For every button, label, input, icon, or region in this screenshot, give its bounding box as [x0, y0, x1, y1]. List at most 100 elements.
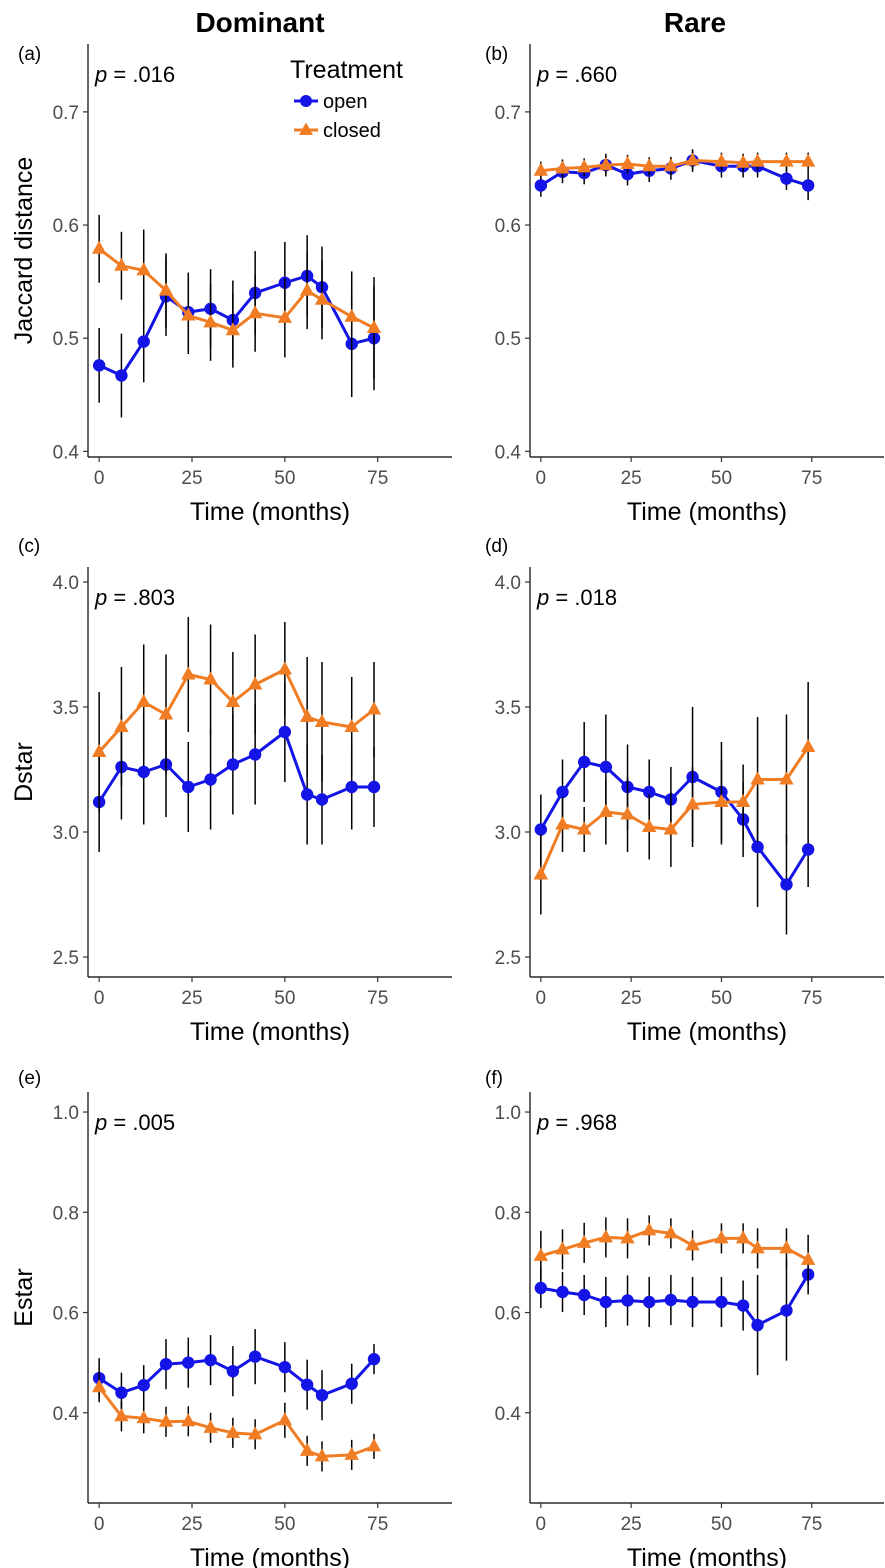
data-point: [533, 866, 549, 880]
data-point: [345, 1377, 358, 1390]
panel-b: (b) 0.4 0.5 0.6 0.7 0 25 50 75 Time (months) p = .…: [485, 44, 884, 526]
data-point: [750, 771, 765, 785]
p-value: = .005: [107, 1110, 175, 1135]
data-point: [576, 821, 592, 835]
data-point: [534, 1281, 548, 1295]
data-point: [136, 262, 151, 276]
x-tick-label: 50: [274, 468, 295, 489]
legend-entry-open: open: [294, 91, 368, 113]
data-point: [314, 714, 330, 727]
data-point: [114, 719, 129, 732]
data-point: [576, 1234, 592, 1248]
data-point: [225, 1424, 241, 1438]
data-point: [750, 1240, 765, 1254]
x-tick-label: 0: [536, 468, 547, 489]
data-point: [556, 1285, 569, 1299]
data-point: [751, 840, 764, 854]
data-point: [277, 1412, 293, 1426]
y-tick-label: 1.0: [53, 1103, 79, 1124]
panel-label: (e): [18, 1068, 41, 1089]
series-closed: [533, 682, 816, 915]
data-point: [344, 719, 359, 732]
data-point: [779, 771, 794, 785]
data-point: [277, 661, 293, 675]
data-point: [686, 1295, 699, 1309]
x-axis-title: Time (months): [190, 1544, 350, 1568]
data-point: [114, 1408, 129, 1422]
data-point: [663, 821, 679, 835]
data-point: [137, 1379, 150, 1392]
data-point: [248, 1350, 262, 1363]
y-tick-label: 0.5: [53, 329, 79, 350]
data-point: [685, 152, 700, 166]
data-point: [598, 804, 614, 817]
data-point: [801, 843, 815, 856]
y-tick-label: 1.0: [495, 1103, 521, 1124]
series-open: [534, 149, 815, 201]
x-axis-title: Time (months): [627, 1544, 787, 1568]
data-point: [736, 1299, 750, 1312]
data-point: [643, 1295, 656, 1309]
x-tick-label: 50: [711, 468, 732, 489]
y-tick-label: 0.6: [53, 216, 79, 237]
data-point: [366, 320, 382, 334]
y-tick-label: 0.6: [495, 216, 521, 237]
data-point: [534, 179, 548, 192]
data-point: [577, 1288, 591, 1302]
y-tick-label: 0.6: [495, 1304, 521, 1325]
data-point: [621, 167, 634, 181]
data-point: [115, 1386, 128, 1399]
x-tick-label: 75: [367, 988, 388, 1009]
p-symbol: p: [94, 585, 107, 610]
data-point: [315, 1389, 329, 1402]
x-tick-label: 75: [367, 1514, 388, 1535]
data-point: [715, 1295, 728, 1309]
x-tick-label: 50: [711, 988, 732, 1009]
data-point: [735, 794, 751, 807]
data-point: [714, 1230, 729, 1244]
panels: (a) 0.4 0.5 0.6 0.7 0 25 50 75 Time (months) Jacca…: [10, 44, 884, 1568]
column-title-rare: Rare: [664, 7, 726, 38]
data-point: [181, 1413, 196, 1427]
data-point: [367, 1352, 381, 1366]
x-tick-label: 0: [94, 468, 105, 489]
data-point: [344, 308, 359, 322]
x-tick-label: 0: [94, 1514, 105, 1535]
y-tick-label: 4.0: [495, 573, 521, 594]
column-title-dominant: Dominant: [195, 7, 324, 38]
series-closed: [91, 1372, 382, 1472]
x-tick-label: 25: [181, 468, 202, 489]
data-point: [735, 154, 751, 168]
data-point: [642, 158, 657, 172]
data-point: [642, 819, 657, 832]
x-axis-title: Time (months): [190, 498, 350, 526]
data-point: [137, 765, 150, 779]
data-point: [577, 755, 591, 769]
data-point: [204, 773, 217, 786]
series-open: [534, 707, 815, 935]
legend-entry-closed: closed: [294, 120, 381, 142]
data-point: [345, 780, 358, 794]
data-point: [314, 291, 330, 305]
panel-label: (b): [485, 44, 508, 65]
data-point: [182, 780, 195, 794]
y-tick-label: 0.4: [53, 442, 80, 463]
data-point: [366, 1438, 382, 1452]
x-tick-label: 75: [801, 1514, 822, 1535]
y-axis-title: Estar: [10, 1268, 38, 1326]
y-tick-label: 3.0: [53, 823, 79, 844]
data-point: [800, 153, 816, 167]
x-tick-label: 50: [274, 1514, 295, 1535]
data-point: [247, 676, 263, 690]
data-point: [751, 1318, 764, 1332]
x-tick-label: 25: [181, 988, 202, 1009]
legend: Treatment open closed: [290, 56, 403, 142]
data-point: [555, 160, 570, 174]
p-value-annotation: p = .968: [536, 1110, 617, 1135]
y-tick-label: 0.5: [495, 329, 521, 350]
data-point: [299, 282, 315, 296]
x-tick-label: 50: [711, 1514, 732, 1535]
data-point: [114, 257, 129, 271]
y-tick-label: 3.5: [495, 698, 521, 719]
data-point: [621, 1294, 634, 1307]
